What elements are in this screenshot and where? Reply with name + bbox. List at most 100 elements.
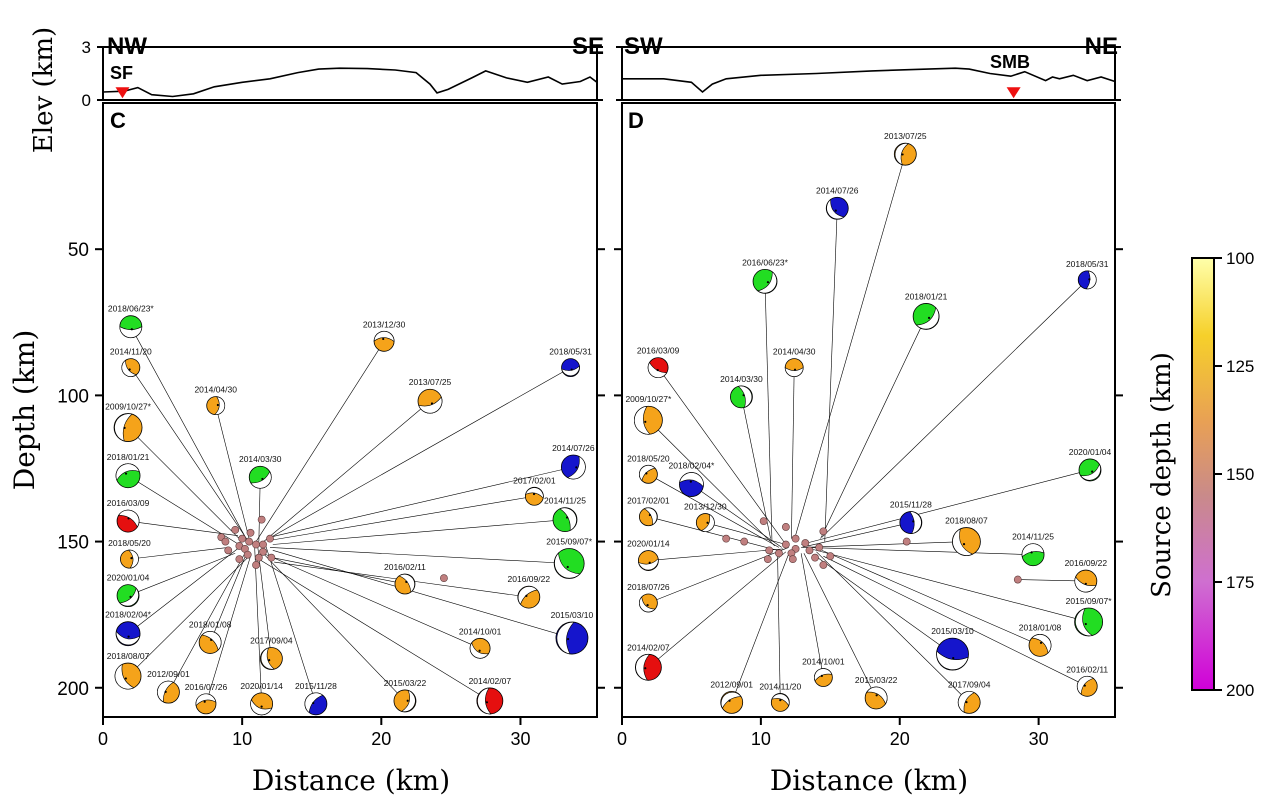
beachball-axis-dot	[1084, 582, 1087, 585]
beachball-dilatation	[720, 691, 742, 709]
leader-line	[272, 519, 566, 545]
beachball-dilatation	[517, 586, 538, 605]
beachball-axis-dot	[130, 557, 133, 560]
beachball-dilatation	[643, 507, 658, 526]
x-axis-title-c: Distance (km)	[252, 764, 450, 797]
focal-mechanism: 2017/02/01	[627, 496, 670, 527]
mechanism-date-label: 2014/03/30	[720, 374, 763, 384]
hypocenter-point	[254, 553, 263, 562]
mechanism-date-label: 2014/11/25	[1012, 532, 1054, 542]
mechanism-date-label: 2016/07/26	[185, 682, 228, 692]
beachball-dilatation	[373, 331, 395, 343]
mechanism-date-label: 2016/06/23*	[742, 257, 789, 267]
leader-line	[127, 552, 236, 596]
beachball-axis-dot	[128, 368, 131, 371]
axes-d: 0 10 20 30	[614, 46, 1123, 749]
beachball-axis-dot	[644, 667, 647, 670]
focal-mechanism: 2020/01/04	[1069, 447, 1112, 482]
leader-line	[800, 553, 824, 678]
leader-line	[127, 555, 250, 677]
beachball-dilatation	[639, 596, 656, 613]
focal-mechanism: 2014/04/30	[194, 385, 237, 416]
hypocenter-point	[902, 537, 911, 546]
leader-line	[821, 279, 1088, 538]
beachball-dilatation	[556, 621, 575, 655]
beachball-dilatation	[304, 692, 324, 714]
leader-line	[269, 466, 574, 538]
leader-line	[260, 400, 431, 545]
beachball-dilatation	[118, 509, 140, 528]
leader-line	[741, 396, 771, 539]
focal-mechanism: 2018/08/07	[107, 651, 150, 690]
beachball-axis-dot	[646, 603, 649, 607]
panel-c: 2018/06/23* 2014/11/20 2009/10/27* 2018/01/…	[57, 33, 605, 749]
focal-mechanism: 2016/03/09	[637, 346, 680, 379]
y-tick-label: 150	[57, 533, 89, 554]
leader-line	[816, 551, 970, 703]
leader-line	[764, 281, 773, 542]
leader-line	[262, 552, 481, 649]
leader-lines-d	[648, 154, 1091, 703]
focal-mechanism: 2014/11/20	[110, 347, 152, 378]
y-tick-label: 100	[57, 386, 89, 407]
colorbar-tick-label: 125	[1226, 357, 1254, 376]
hypocenter-point	[791, 534, 800, 543]
leader-line	[806, 547, 1034, 556]
hypocenter-point	[781, 523, 790, 531]
beachball-dilatation	[634, 405, 651, 435]
focal-mechanism: 2015/03/22	[384, 678, 427, 713]
hypocenter-point	[788, 555, 797, 564]
mechanism-date-label: 2017/09/04	[250, 636, 293, 646]
topography-line	[102, 67, 598, 98]
focal-mechanisms-d: 2016/03/09 2009/10/27* 2018/05/202018/02/0…	[625, 131, 1112, 714]
mechanism-date-label: 2015/03/22	[384, 678, 427, 688]
beachball-axis-dot	[645, 472, 648, 475]
leader-line	[215, 405, 250, 539]
focal-mechanism: 2012/09/01	[147, 669, 190, 704]
mechanism-date-label: 2014/04/30	[194, 385, 237, 395]
mechanism-date-label: 2018/08/07	[107, 651, 150, 661]
mechanism-date-label: 2015/11/28	[890, 500, 932, 510]
mechanism-date-label: 2014/02/07	[627, 642, 670, 652]
beachball-dilatation	[567, 455, 586, 480]
mechanism-date-label: 2014/07/26	[816, 185, 859, 195]
beachball-dilatation	[936, 650, 969, 670]
x-axis-title-d: Distance (km)	[770, 764, 968, 797]
elevation-frame	[621, 46, 1116, 101]
leader-line	[824, 208, 838, 542]
colorbar-tick-label: 100	[1226, 249, 1254, 268]
mechanism-date-label: 2014/11/20	[759, 681, 801, 691]
leader-line	[803, 553, 877, 699]
mechanism-date-label: 2015/11/28	[295, 681, 337, 691]
leader-line	[821, 550, 1041, 646]
beachball-dilatation	[114, 663, 135, 690]
mechanism-date-label: 2014/07/26	[552, 443, 595, 453]
leader-line	[205, 556, 251, 704]
beachball-dilatation	[554, 552, 581, 579]
beachball-axis-dot	[260, 705, 263, 708]
focal-mechanism: 2018/07/26	[627, 582, 670, 613]
hypocenter-point	[267, 553, 276, 562]
beachball-dilatation	[114, 413, 133, 442]
hypocenter-point	[252, 561, 260, 569]
leader-line	[648, 551, 787, 668]
beachball-dilatation	[1085, 270, 1097, 290]
hypocenter-point	[805, 546, 814, 555]
panel-d: 2016/03/09 2009/10/27* 2018/05/202018/02/0…	[614, 33, 1123, 749]
beachball-dilatation	[635, 653, 651, 681]
focal-mechanism: 2018/01/08	[189, 619, 232, 654]
leader-line	[271, 495, 535, 541]
focal-mechanism: 2017/09/04	[948, 679, 991, 714]
beachball-dilatation	[115, 463, 140, 481]
mechanism-date-label: 2016/03/09	[637, 346, 680, 356]
beachball-dilatation	[214, 396, 225, 415]
beachball-dilatation	[250, 470, 272, 489]
beachball-dilatation	[866, 686, 888, 705]
focal-mechanism: 2013/12/30	[684, 502, 727, 532]
mechanism-date-label: 2020/01/04	[1069, 447, 1112, 457]
beachball-axis-dot	[1039, 641, 1043, 644]
x-tick-label: 20	[371, 729, 391, 749]
focal-mechanism: 2018/01/08	[1019, 622, 1062, 657]
hypocenter-point	[259, 547, 267, 556]
mechanism-date-label: 2018/01/21	[107, 452, 150, 462]
